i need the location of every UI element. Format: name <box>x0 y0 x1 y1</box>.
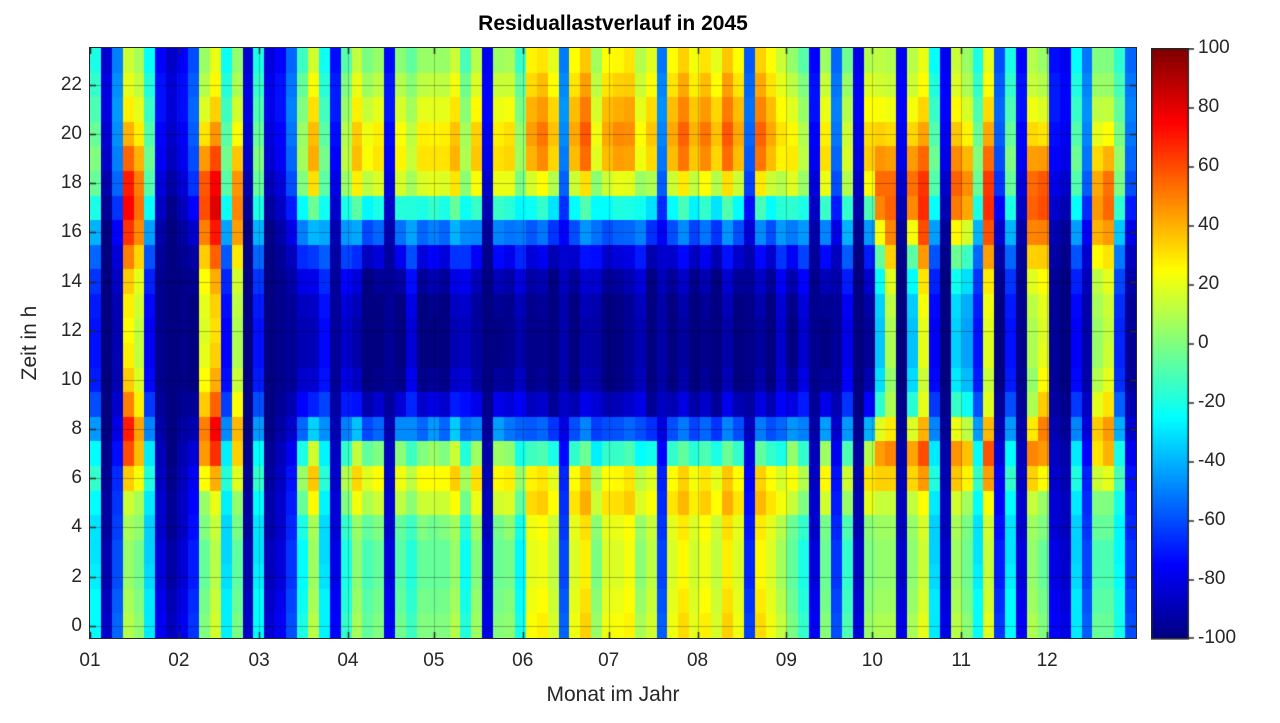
y-axis-label: Zeit in h <box>18 305 41 381</box>
x-tick-label: 12 <box>1036 650 1058 671</box>
x-tick-label: 11 <box>951 650 972 671</box>
colorbar-tick-label: 20 <box>1198 273 1220 294</box>
colorbar-tick-label: 60 <box>1198 155 1220 176</box>
x-tick-label: 09 <box>775 650 797 671</box>
y-tick-label: 20 <box>60 123 82 145</box>
y-tick-label: 4 <box>71 516 82 538</box>
y-tick-label: 2 <box>71 565 82 587</box>
colorbar-tick-label: -80 <box>1198 568 1226 589</box>
x-tick-label: 07 <box>598 650 620 671</box>
y-tick-label: 12 <box>60 319 82 341</box>
colorbar-tick-label: -20 <box>1198 391 1226 412</box>
colorbar-tick-label: -40 <box>1198 450 1226 471</box>
x-tick-label: 02 <box>168 650 190 671</box>
colorbar-tick-label: 100 <box>1198 37 1230 58</box>
colorbar-canvas <box>1151 48 1197 640</box>
colorbar-tick-label: 80 <box>1198 96 1220 117</box>
x-tick-label: 03 <box>248 650 270 671</box>
heatmap-canvas <box>90 48 1136 638</box>
y-tick-label: 14 <box>60 270 82 292</box>
y-tick-label: 22 <box>60 73 82 95</box>
y-tick-label: 8 <box>71 418 82 440</box>
x-tick-label: 05 <box>423 650 445 671</box>
colorbar-tick-label: 40 <box>1198 214 1220 235</box>
colorbar-tick-label: 0 <box>1198 332 1209 353</box>
colorbar-tick-label: -60 <box>1198 509 1226 530</box>
colorbar-tick-label: -100 <box>1198 627 1237 648</box>
y-tick-label: 6 <box>71 467 82 489</box>
y-tick-label: 0 <box>71 614 82 636</box>
x-tick-label: 10 <box>861 650 883 671</box>
x-tick-label: 04 <box>337 650 359 671</box>
chart-title: Residuallastverlauf in 2045 <box>478 12 748 35</box>
y-tick-label: 18 <box>60 172 82 194</box>
x-tick-label: 01 <box>79 650 101 671</box>
y-tick-label: 16 <box>60 221 82 243</box>
x-tick-label: 08 <box>686 650 709 671</box>
y-tick-label: 10 <box>60 368 82 390</box>
x-axis-label: Monat im Jahr <box>546 683 680 706</box>
x-tick-label: 06 <box>512 650 534 671</box>
